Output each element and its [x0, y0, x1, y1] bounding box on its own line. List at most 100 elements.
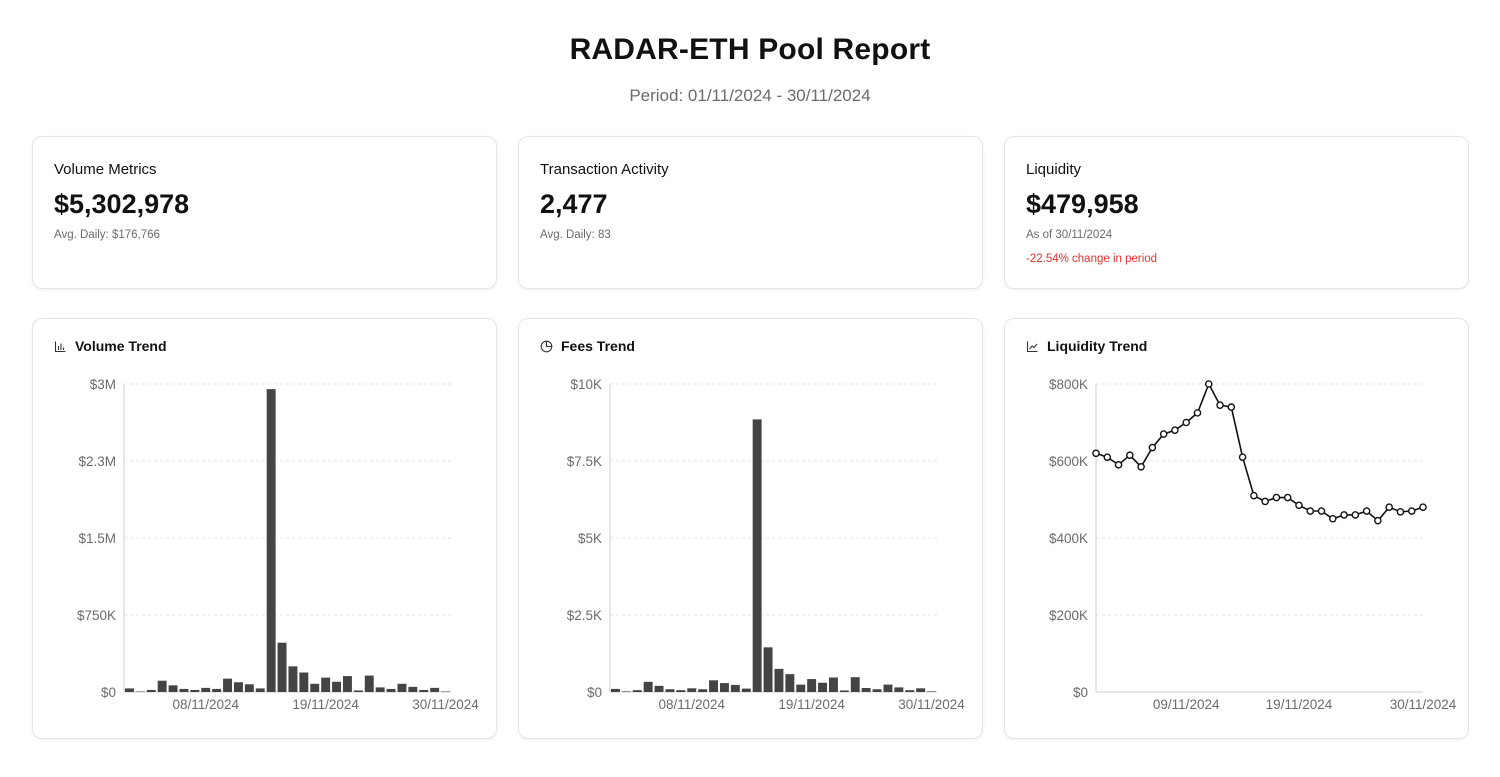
bar: [157, 680, 167, 692]
metric-subtext: Avg. Daily: $176,766: [54, 229, 160, 241]
data-point: [1227, 403, 1236, 411]
data-point: [1272, 493, 1281, 502]
y-tick-label: $400K: [1049, 531, 1088, 546]
data-point: [1148, 443, 1157, 452]
y-tick-label: $10K: [570, 377, 602, 392]
bar: [288, 666, 298, 692]
bar: [223, 678, 233, 692]
x-tick-label: 19/11/2024: [292, 697, 359, 712]
bar: [894, 687, 904, 692]
bar: [201, 687, 211, 692]
bar: [353, 690, 363, 692]
metric-subtext: Avg. Daily: 83: [540, 229, 611, 241]
volume-metrics-card: Volume Metrics $5,302,978 Avg. Daily: $1…: [32, 136, 497, 289]
bar: [643, 681, 653, 692]
y-tick-label: $0: [1073, 685, 1088, 700]
volume-trend-chart: $0 $750K $1.5M $2.3M $3M 08/11/2024 19/11/2024…: [77, 377, 479, 712]
bar: [905, 690, 915, 692]
bar: [861, 687, 871, 692]
y-tick-label: $200K: [1049, 608, 1088, 623]
bar: [135, 691, 145, 692]
series-line: [1095, 382, 1424, 522]
bar: [927, 691, 937, 692]
data-point: [1250, 491, 1258, 500]
chart-title: Volume Trend: [75, 338, 167, 354]
metric-value: 2,477: [540, 189, 608, 219]
bar: [299, 672, 309, 692]
bar: [212, 688, 222, 692]
y-tick-label: $2.3M: [78, 454, 116, 469]
bar: [709, 680, 719, 692]
data-point: [1193, 409, 1202, 417]
liquidity-card: Liquidity $479,958 As of 30/11/2024 -22.…: [1004, 136, 1469, 289]
data-point: [1182, 418, 1191, 427]
chart-header: Fees Trend: [540, 338, 635, 354]
bar: [698, 689, 708, 692]
data-point: [1328, 514, 1337, 523]
bar-chart-icon: [54, 341, 66, 352]
bar: [321, 677, 331, 692]
bar: [730, 684, 740, 692]
bar: [244, 684, 254, 692]
y-tick-label: $0: [101, 685, 116, 700]
bar: [872, 689, 882, 692]
bar: [342, 676, 352, 692]
y-tick-label: $2.5K: [567, 608, 602, 623]
metric-value: $5,302,978: [54, 189, 190, 219]
data-point: [1159, 430, 1168, 438]
data-point: [1317, 507, 1326, 515]
volume-trend-card: $0 $750K $1.5M $2.3M $3M 08/11/2024 19/11/2024…: [32, 318, 497, 739]
bar: [179, 688, 189, 692]
y-tick-label: $1.5M: [78, 531, 116, 546]
bar: [190, 689, 200, 692]
data-point: [1419, 503, 1427, 511]
bar: [839, 690, 849, 692]
bar: [610, 688, 620, 692]
x-tick-label: 08/11/2024: [658, 697, 725, 712]
data-point: [1374, 516, 1382, 525]
bar: [364, 675, 374, 692]
bar: [441, 691, 451, 692]
x-tick-label: 30/11/2024: [1390, 697, 1457, 712]
data-point: [1126, 451, 1134, 460]
bar: [277, 642, 287, 692]
chart-header: Volume Trend: [54, 338, 167, 354]
data-point: [1283, 493, 1292, 502]
data-point: [1362, 507, 1371, 515]
data-point: [1385, 503, 1393, 511]
bar: [752, 419, 762, 692]
fees-trend-chart: $0 $2.5K $5K $7.5K $10K 08/11/2024 19/11/2024 3…: [567, 377, 966, 712]
pie-clock-icon: [540, 340, 553, 352]
data-point: [1295, 501, 1303, 510]
y-tick-label: $7.5K: [567, 454, 602, 469]
data-point: [1171, 426, 1179, 434]
fees-trend-card: $0 $2.5K $5K $7.5K $10K 08/11/2024 19/11/2024 3…: [518, 318, 983, 739]
data-point: [1137, 462, 1145, 471]
bar: [621, 691, 631, 692]
data-point: [1407, 507, 1416, 515]
x-tick-label: 09/11/2024: [1153, 697, 1220, 712]
data-point: [1340, 511, 1348, 519]
bar: [818, 682, 828, 692]
bar: [687, 688, 697, 692]
bar: [266, 389, 276, 692]
data-point: [1261, 497, 1269, 506]
data-point: [1306, 507, 1315, 515]
bar: [665, 689, 675, 692]
bar: [807, 679, 817, 692]
data-point: [1092, 449, 1100, 458]
bar: [146, 689, 156, 692]
y-tick-label: $750K: [77, 608, 116, 623]
data-point: [1216, 401, 1224, 409]
x-tick-label: 19/11/2024: [778, 697, 845, 712]
bar: [676, 690, 686, 692]
x-tick-label: 19/11/2024: [1266, 697, 1333, 712]
bar: [883, 684, 893, 692]
chart-title: Liquidity Trend: [1047, 338, 1148, 354]
liquidity-trend-card: $0 $200K $400K $600K $800K 09/11/2024 19/11/20…: [1004, 318, 1469, 739]
bar: [124, 688, 134, 692]
bar: [408, 686, 418, 692]
bar: [916, 688, 926, 692]
liquidity-change: -22.54% change in period: [1026, 253, 1158, 265]
metric-label: Liquidity: [1026, 161, 1082, 178]
